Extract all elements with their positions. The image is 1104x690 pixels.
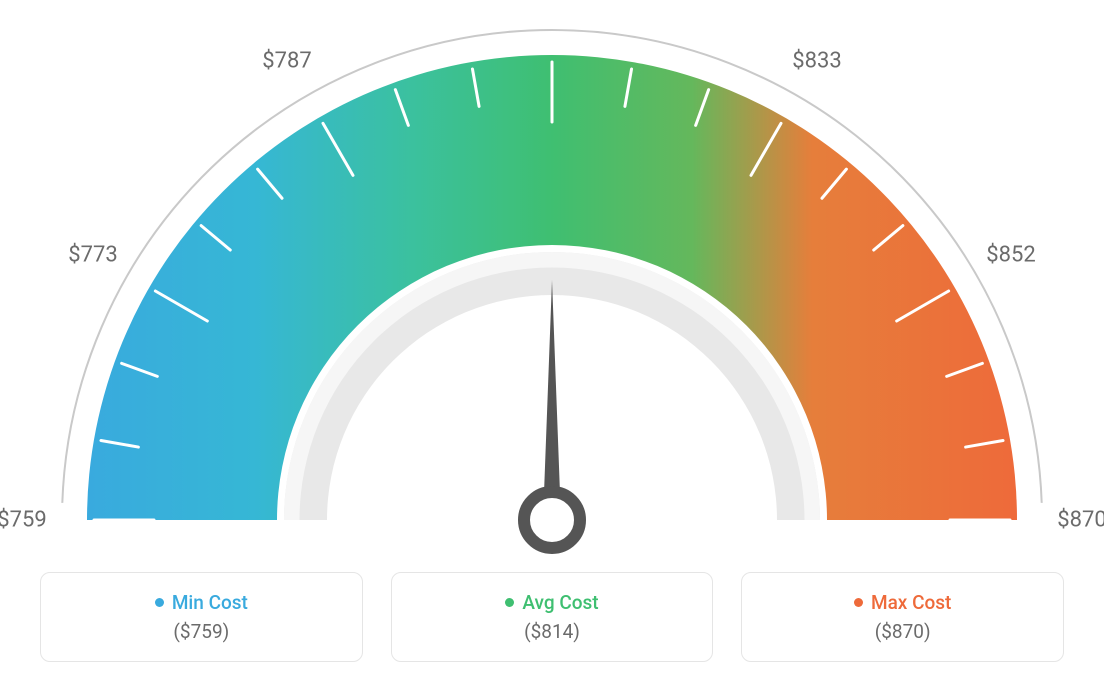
legend-card-min-cost: Min Cost ($759) — [40, 572, 363, 662]
legend-row: Min Cost ($759) Avg Cost ($814) Max Cost ($87… — [40, 572, 1064, 662]
legend-label: Min Cost — [172, 591, 248, 614]
gauge-tick-label: $773 — [68, 243, 117, 268]
legend-label: Max Cost — [871, 591, 951, 614]
legend-dot-icon — [854, 598, 863, 607]
gauge-needle-hub — [524, 492, 580, 548]
legend-dot-icon — [155, 598, 164, 607]
legend-value: ($870) — [875, 620, 931, 643]
legend-card-max-cost: Max Cost ($870) — [741, 572, 1064, 662]
cost-gauge: $759 $773 $787 $814 $833 $852 $870 — [0, 0, 1104, 560]
gauge-svg — [0, 0, 1104, 560]
gauge-tick-label: $852 — [986, 243, 1035, 268]
gauge-tick-label: $814 — [527, 0, 576, 3]
legend-label: Avg Cost — [522, 591, 598, 614]
gauge-tick-label: $759 — [0, 508, 47, 533]
legend-title: Avg Cost — [505, 591, 598, 614]
gauge-tick-label: $870 — [1057, 508, 1104, 533]
gauge-tick-label: $833 — [792, 49, 841, 74]
legend-card-avg-cost: Avg Cost ($814) — [391, 572, 714, 662]
gauge-tick-label: $787 — [262, 49, 311, 74]
legend-dot-icon — [505, 598, 514, 607]
legend-value: ($814) — [524, 620, 580, 643]
legend-value: ($759) — [173, 620, 229, 643]
legend-title: Min Cost — [155, 591, 248, 614]
gauge-needle — [543, 280, 561, 520]
legend-title: Max Cost — [854, 591, 951, 614]
